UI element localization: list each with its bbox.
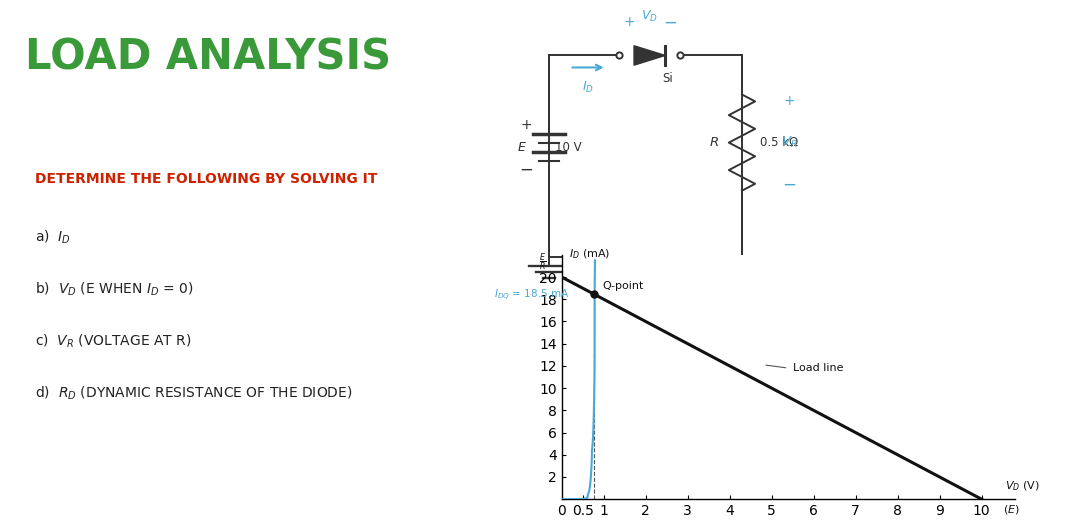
Text: $I_{DQ}$ = 18.5 mA: $I_{DQ}$ = 18.5 mA <box>495 289 570 304</box>
Text: Load line: Load line <box>793 363 843 373</box>
Text: $I_D$: $I_D$ <box>582 80 594 95</box>
Text: −: − <box>663 14 677 31</box>
Text: 10 V: 10 V <box>555 140 582 153</box>
Text: +: + <box>623 16 635 30</box>
Text: a)  $I_D$: a) $I_D$ <box>35 229 70 246</box>
Text: (a): (a) <box>637 268 654 281</box>
Text: $V_D$: $V_D$ <box>642 9 658 24</box>
Text: −: − <box>519 161 534 179</box>
Text: $\frac{E}{R}$: $\frac{E}{R}$ <box>539 252 546 274</box>
Text: +: + <box>521 118 532 132</box>
Text: $I_D$ (mA): $I_D$ (mA) <box>569 247 610 261</box>
Text: $V_R$: $V_R$ <box>781 135 797 150</box>
Text: $(E)$: $(E)$ <box>1002 503 1020 516</box>
Text: $E$: $E$ <box>516 140 527 153</box>
Text: d)  $R_D$ (DYNAMIC RESISTANCE OF THE DIODE): d) $R_D$ (DYNAMIC RESISTANCE OF THE DIOD… <box>35 385 352 402</box>
Text: DETERMINE THE FOLLOWING BY SOLVING IT: DETERMINE THE FOLLOWING BY SOLVING IT <box>35 172 377 186</box>
Text: $R$: $R$ <box>710 136 719 149</box>
Text: $V_D$ (V): $V_D$ (V) <box>1004 479 1040 493</box>
Text: 0.5 kΩ: 0.5 kΩ <box>760 136 799 149</box>
Text: Q-point: Q-point <box>603 281 644 291</box>
Text: LOAD ANALYSIS: LOAD ANALYSIS <box>25 36 391 79</box>
Text: +: + <box>783 94 795 108</box>
Text: Si: Si <box>662 72 673 85</box>
Text: c)  $V_R$ (VOLTAGE AT R): c) $V_R$ (VOLTAGE AT R) <box>35 333 191 350</box>
Text: −: − <box>782 176 796 193</box>
Text: b)  $V_D$ (E WHEN $I_D$ = 0): b) $V_D$ (E WHEN $I_D$ = 0) <box>35 281 193 298</box>
Polygon shape <box>634 46 665 65</box>
